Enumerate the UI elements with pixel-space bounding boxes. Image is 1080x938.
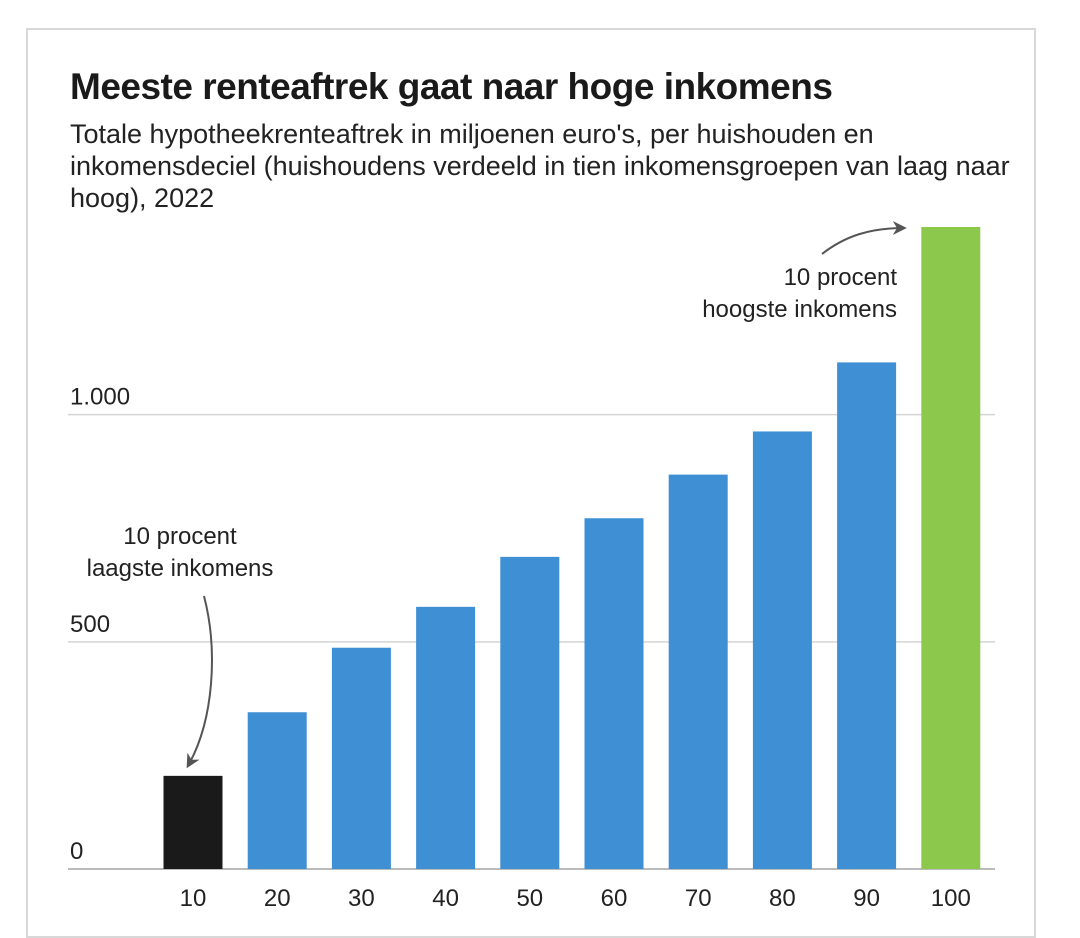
bar-20	[247, 712, 307, 869]
x-axis-ticks: 10 20 30 40 50 60 70 80 90 100	[180, 885, 971, 912]
bar-40	[416, 606, 476, 869]
x-tick-label: 40	[432, 885, 459, 912]
chart-title: Meeste renteaftrek gaat naar hoge inkome…	[70, 66, 833, 107]
x-tick-label: 50	[516, 885, 543, 912]
x-tick-label: 60	[601, 885, 628, 912]
annotation-text: laagste inkomens	[87, 555, 274, 582]
bar-30	[331, 647, 391, 869]
x-tick-label: 90	[853, 885, 880, 912]
bar-50	[500, 556, 560, 869]
x-tick-label: 70	[685, 885, 712, 912]
bar-60	[584, 518, 644, 869]
annotation-text: 10 procent	[123, 523, 237, 550]
bars	[163, 227, 981, 869]
x-tick-label: 80	[769, 885, 796, 912]
x-tick-label: 10	[180, 885, 207, 912]
bar-90	[837, 362, 897, 869]
bar-80	[752, 431, 812, 869]
annotation-text: 10 procent	[784, 264, 898, 291]
bar-100	[921, 227, 981, 869]
annotation-arrow	[821, 221, 907, 255]
y-tick-label: 1.000	[70, 384, 130, 411]
chart-subtitle: Totale hypotheekrenteaftrek in miljoenen…	[70, 119, 1010, 213]
annotation-text: hoogste inkomens	[702, 296, 897, 323]
annotation-lowest-income: 10 procent laagste inkomens	[87, 523, 274, 769]
x-tick-label: 20	[264, 885, 291, 912]
bar-10	[163, 775, 223, 869]
x-tick-label: 30	[348, 885, 375, 912]
annotation-arrow	[186, 595, 213, 769]
y-tick-label: 0	[70, 838, 83, 865]
x-tick-label: 100	[931, 885, 971, 912]
annotation-highest-income: 10 procent hoogste inkomens	[702, 221, 907, 323]
annotations: 10 procent laagste inkomens 10 procent hoog…	[87, 221, 907, 769]
y-tick-label: 500	[70, 611, 110, 638]
bar-70	[668, 474, 728, 869]
y-axis-ticks: 0 500 1.000	[70, 384, 130, 865]
